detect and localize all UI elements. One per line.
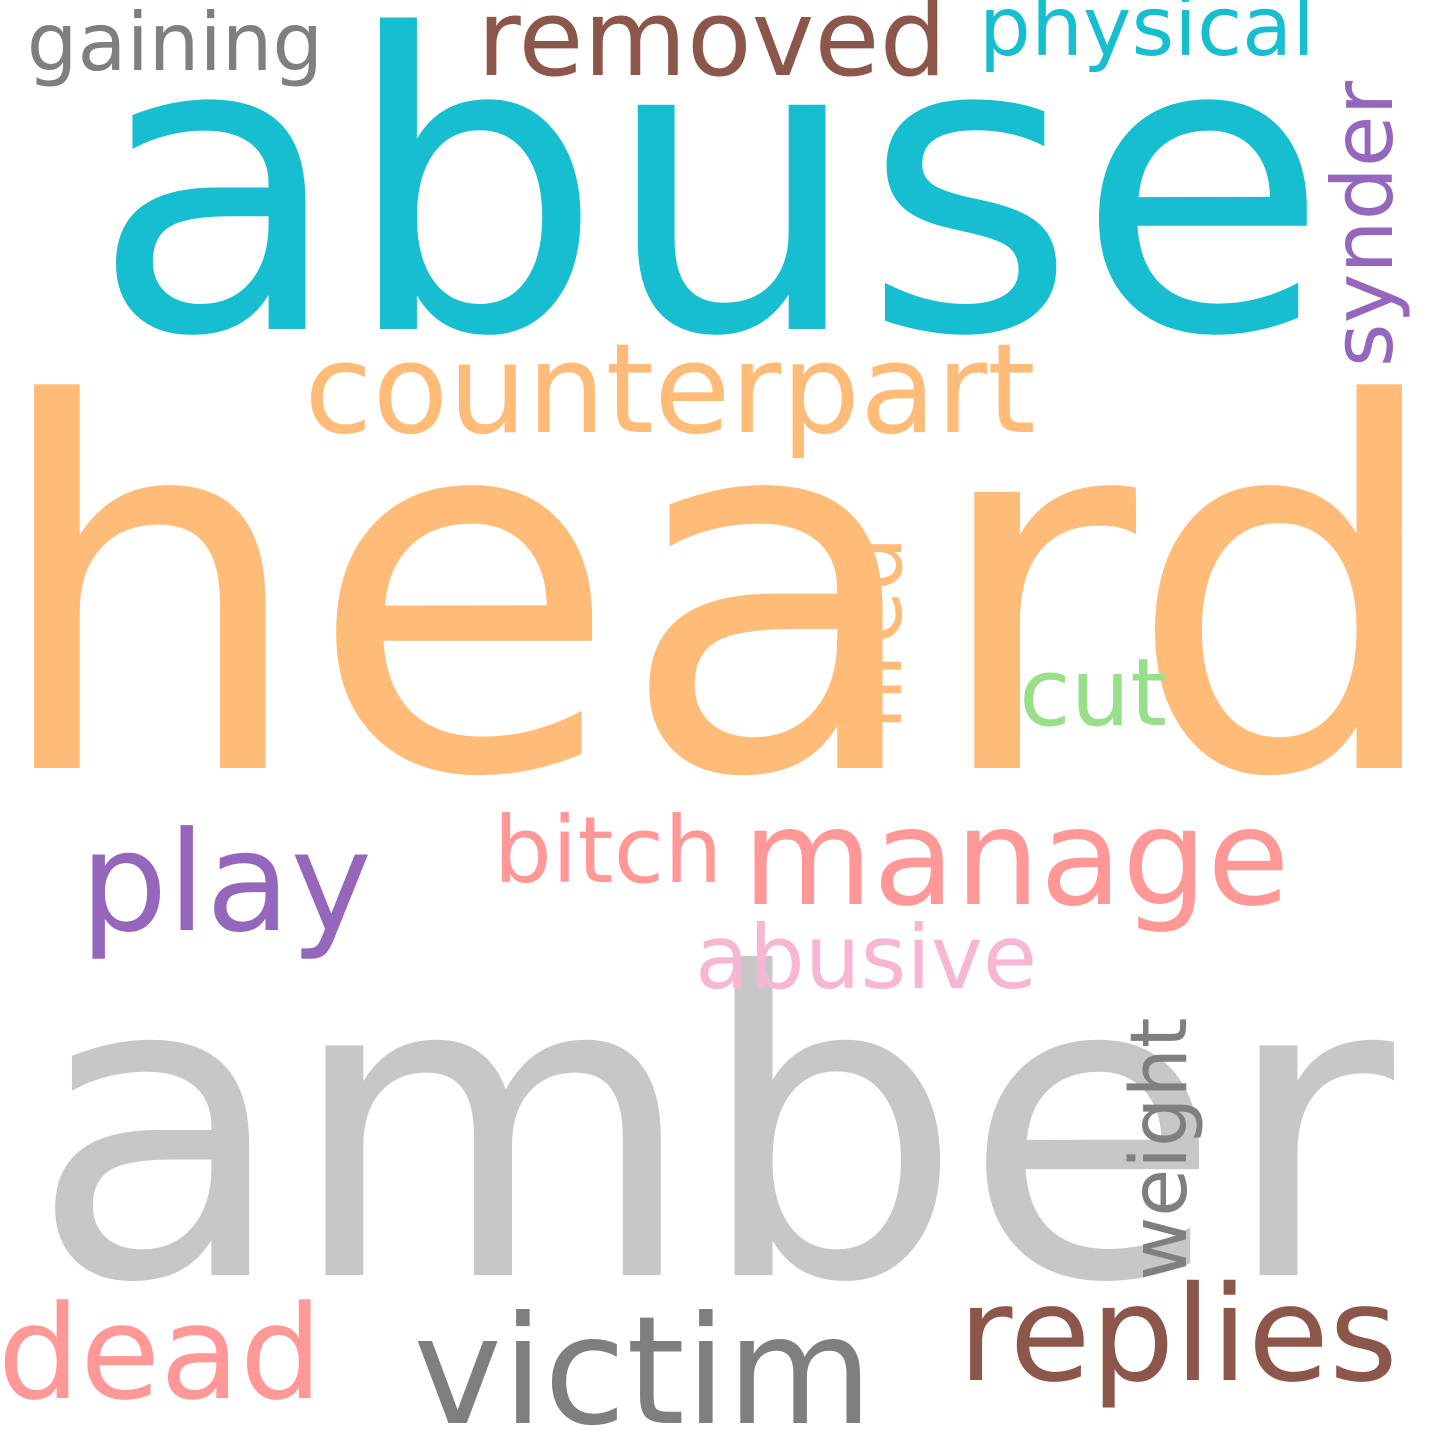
word-physical: physical	[979, 0, 1315, 75]
word-dead: dead	[0, 1277, 322, 1429]
word-amber: amber	[30, 886, 1399, 1375]
word-play: play	[80, 802, 372, 963]
word-fired: fired	[822, 536, 922, 731]
word-removed: removed	[477, 0, 947, 100]
word-manage: manage	[742, 780, 1289, 936]
word-cut: cut	[1019, 639, 1167, 748]
word-counterpart: counterpart	[304, 318, 1035, 462]
word-heard: heard	[0, 300, 1440, 888]
word-synder: synder	[1314, 80, 1412, 367]
word-abuse: abuse	[91, 0, 1328, 426]
word-abusive: abusive	[695, 906, 1037, 1009]
word-bitch: bitch	[494, 797, 723, 904]
word-victim: victim	[413, 1285, 873, 1440]
word-replies: replies	[958, 1258, 1398, 1412]
word-weight: weight	[1115, 1018, 1205, 1281]
word-gaining: gaining	[27, 0, 323, 89]
